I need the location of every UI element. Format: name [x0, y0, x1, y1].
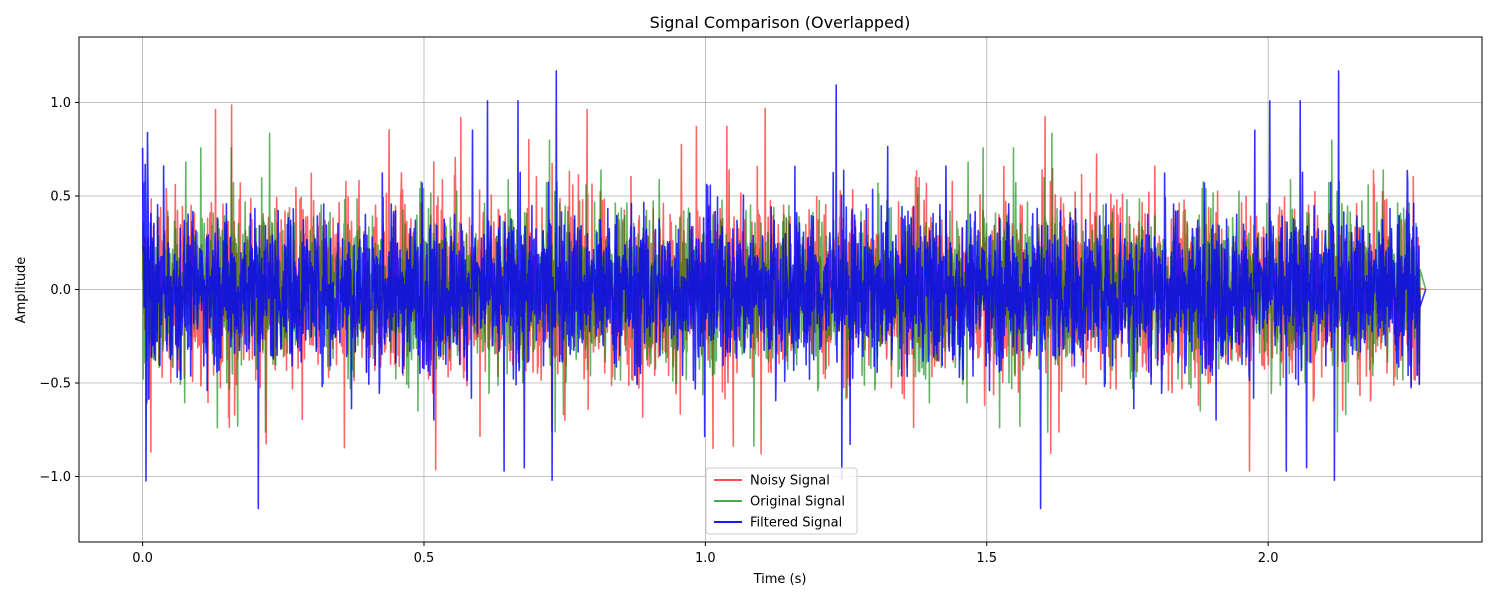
x-tick-label-2: 1.0	[695, 551, 716, 566]
legend-label-2: Filtered Signal	[750, 516, 842, 531]
legend-box	[705, 467, 858, 535]
x-axis-label: Time (s)	[753, 572, 807, 587]
x-tick-label-3: 1.5	[976, 551, 997, 566]
legend-label-0: Noisy Signal	[750, 474, 830, 489]
series-line-filtered-signal	[141, 70, 1427, 510]
series-layer	[141, 70, 1427, 510]
x-axis-ticks: 0.0 0.5 1.0 1.5 2.0	[132, 542, 1278, 566]
legend: Noisy Signal Original Signal Filtered Sign…	[705, 467, 858, 535]
y-tick-label-0: −1.0	[39, 470, 71, 485]
x-tick-label-1: 0.5	[414, 551, 435, 566]
legend-label-1: Original Signal	[750, 495, 845, 510]
x-tick-label-4: 2.0	[1258, 551, 1279, 566]
x-tick-label-0: 0.0	[132, 551, 153, 566]
y-tick-label-2: 0.0	[50, 283, 71, 298]
y-tick-label-1: −0.5	[39, 377, 71, 392]
y-tick-label-4: 1.0	[50, 96, 71, 111]
chart-title: Signal Comparison (Overlapped)	[650, 13, 911, 32]
y-tick-label-3: 0.5	[50, 189, 71, 204]
y-axis-label: Amplitude	[14, 257, 29, 324]
y-axis-ticks: −1.0 −0.5 0.0 0.5 1.0	[39, 96, 79, 485]
